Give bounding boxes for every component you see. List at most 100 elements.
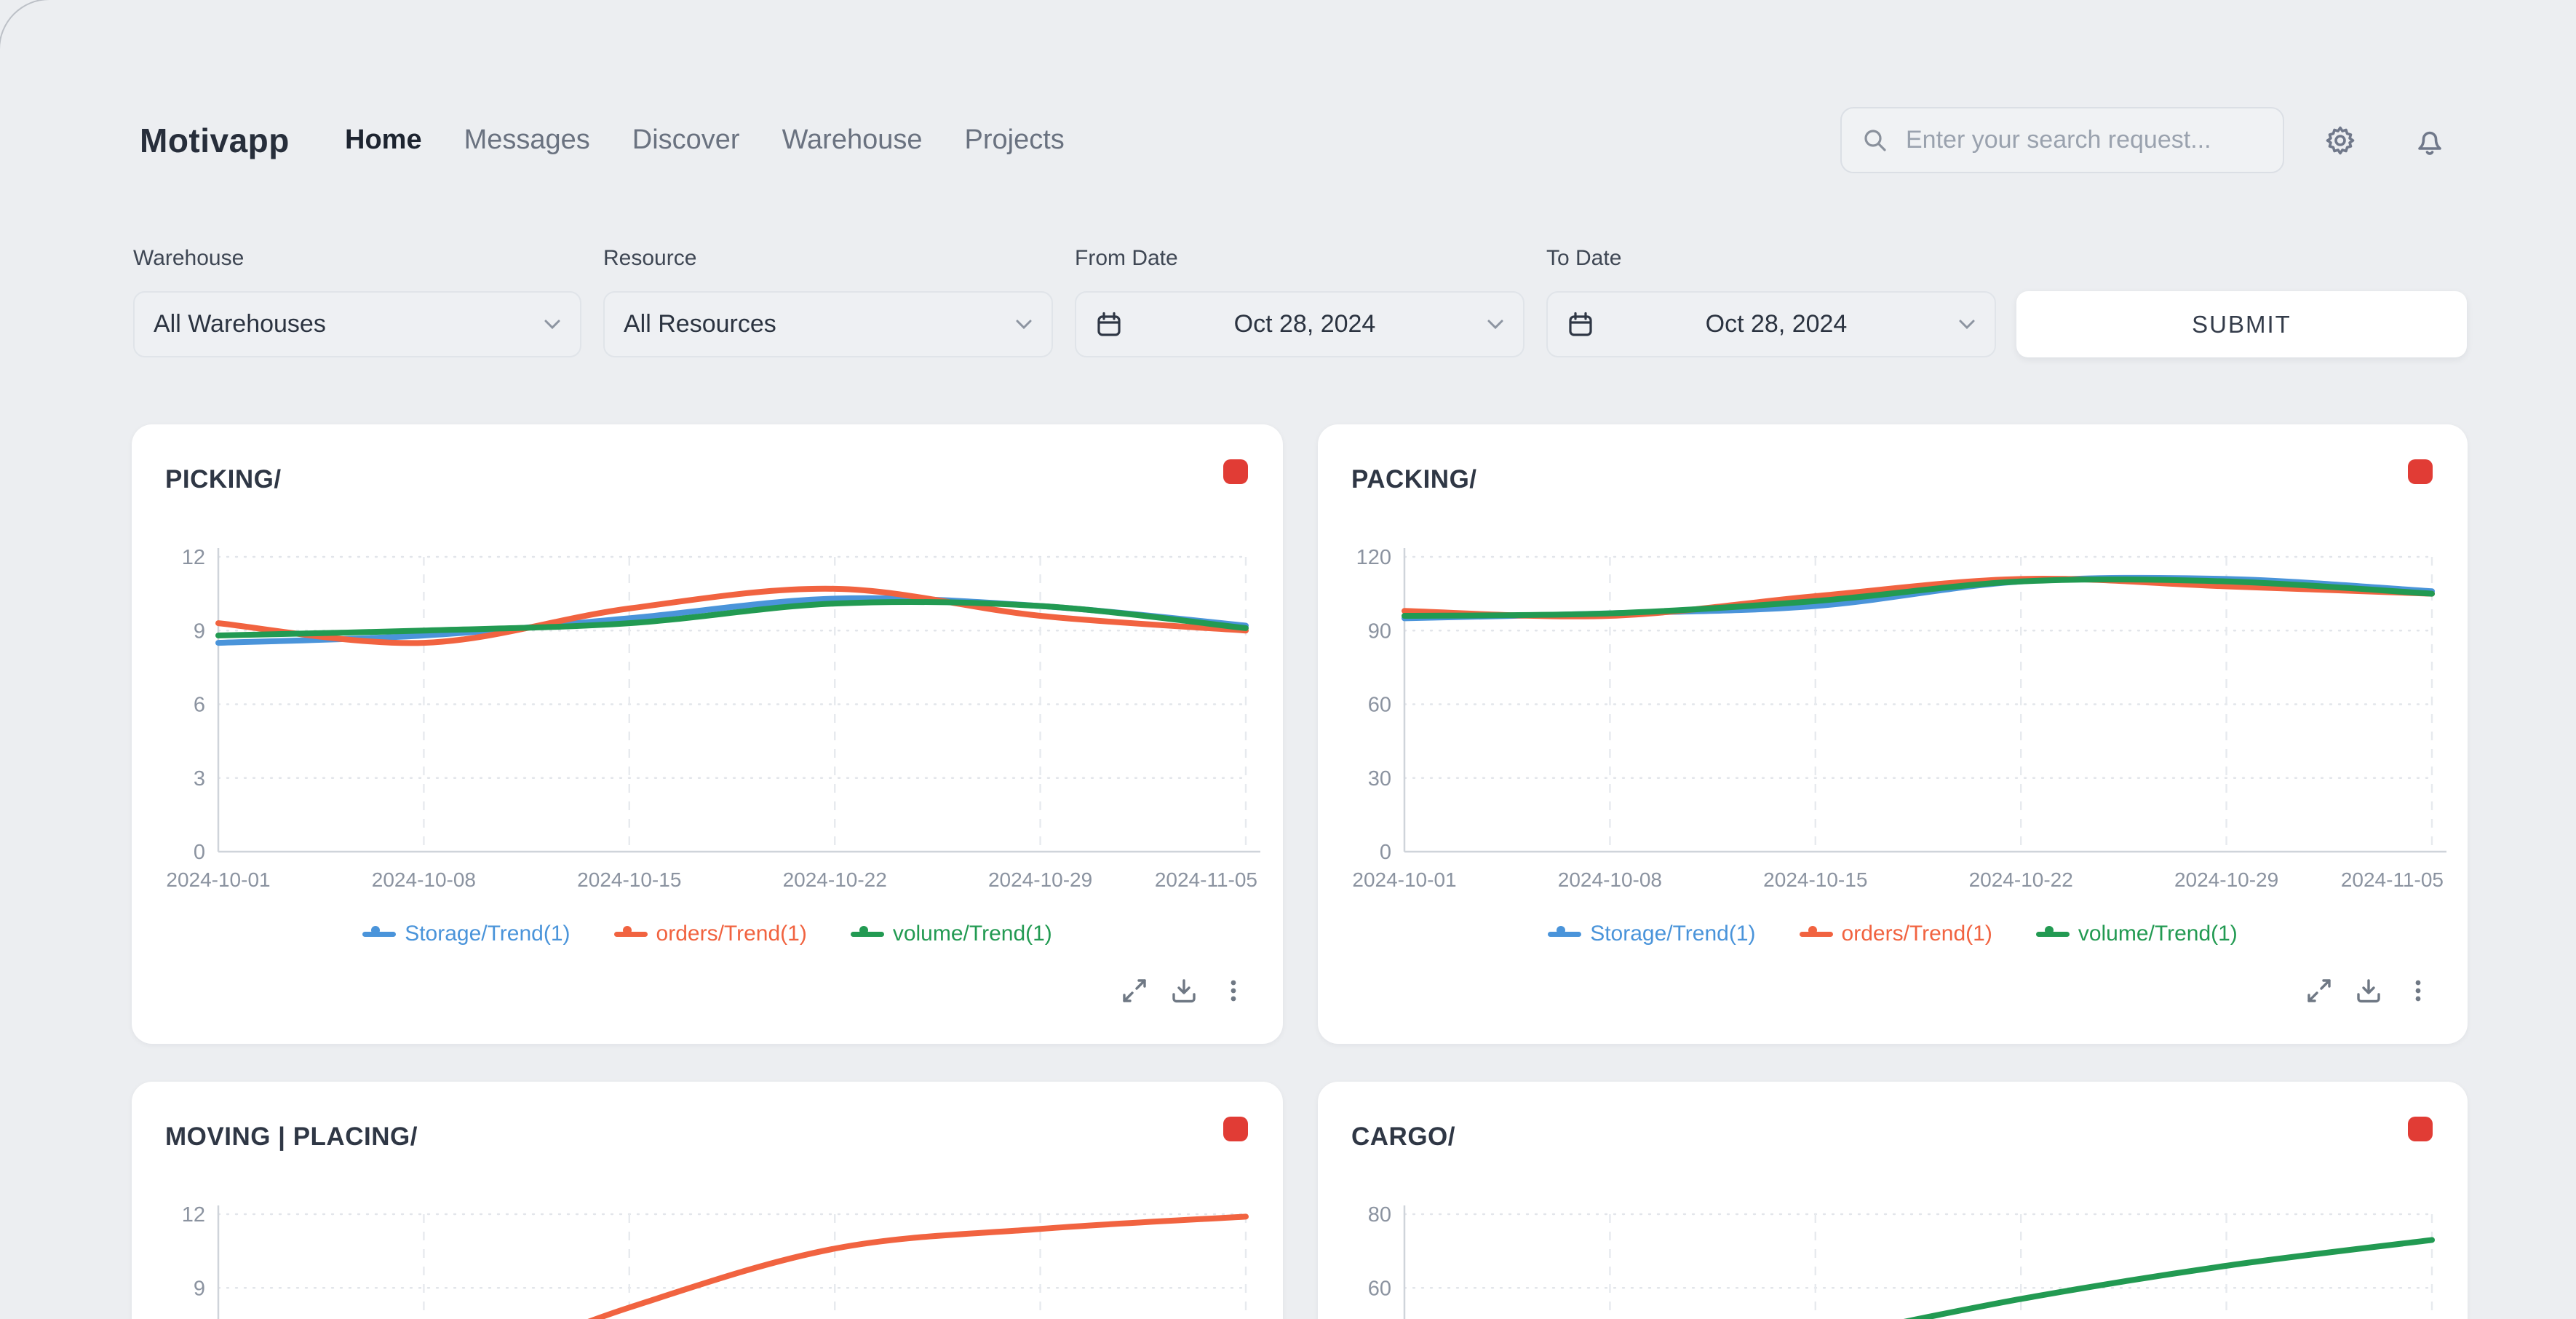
search-input[interactable] — [1906, 126, 2264, 154]
nav-item-warehouse[interactable]: Warehouse — [782, 124, 923, 155]
chart-card-packing: PACKING/ 0 30 60 90 120 2024-10-01 2024-10-08 2… — [1318, 424, 2468, 1044]
x-tick-label: 2024-10-22 — [1969, 868, 2073, 891]
legend-item[interactable]: orders/Trend(1) — [1799, 922, 1992, 946]
from-date-picker[interactable]: Oct 28, 2024 — [1075, 291, 1524, 357]
search-box[interactable] — [1840, 107, 2284, 173]
y-tick-label: 60 — [1368, 694, 1391, 717]
expand-icon — [1119, 975, 1150, 1006]
y-tick-label: 9 — [194, 619, 205, 643]
expand-button[interactable] — [1116, 972, 1153, 1010]
legend-marker-icon — [1799, 924, 1833, 943]
y-tick-label: 9 — [194, 1277, 205, 1300]
nav-item-projects[interactable]: Projects — [964, 124, 1065, 155]
x-tick-label: 2024-10-08 — [1558, 868, 1662, 891]
y-tick-label: 3 — [194, 767, 205, 791]
legend-item[interactable]: orders/Trend(1) — [613, 922, 807, 946]
notifications-button[interactable] — [2413, 107, 2446, 173]
legend-item[interactable]: volume/Trend(1) — [2035, 922, 2238, 946]
window-corner-decoration — [0, 0, 68, 68]
chart-card-picking: PICKING/ 0 3 6 9 12 2024-10-01 2024-10-08 2024-… — [132, 424, 1283, 1044]
legend-label: orders/Trend(1) — [656, 922, 807, 946]
more-options-button[interactable] — [2399, 972, 2437, 1010]
x-tick-label: 2024-10-01 — [166, 868, 270, 891]
chevron-down-icon — [1958, 319, 1976, 330]
series-line — [1402, 576, 2435, 619]
legend-item[interactable]: volume/Trend(1) — [850, 922, 1052, 946]
nav-item-discover[interactable]: Discover — [632, 124, 740, 155]
filter-label-warehouse: Warehouse — [133, 246, 245, 270]
resource-select[interactable]: All Resources — [603, 291, 1053, 357]
chart-canvas: 0 30 60 90 120 2024-10-01 2024-10-08 2024-10-15… — [1352, 546, 2446, 891]
main-nav: Home Messages Discover Warehouse Project… — [345, 107, 1065, 173]
submit-button[interactable]: SUBMIT — [2016, 291, 2467, 357]
filter-label-from-date: From Date — [1075, 246, 1178, 270]
y-tick-label: 90 — [1368, 619, 1391, 643]
legend-item[interactable]: Storage/Trend(1) — [362, 922, 571, 946]
calendar-icon — [1567, 311, 1594, 338]
download-icon — [1169, 975, 1199, 1006]
x-tick-label: 2024-10-29 — [2174, 868, 2278, 891]
x-tick-label: 2024-10-01 — [1352, 868, 1456, 891]
status-badge — [1223, 459, 1248, 484]
app-logo[interactable]: Motivapp — [140, 121, 290, 159]
from-date-value: Oct 28, 2024 — [1233, 310, 1376, 338]
x-tick-label: 2024-10-22 — [783, 868, 887, 891]
x-tick-label: 2024-10-15 — [1763, 868, 1867, 891]
legend-label: Storage/Trend(1) — [1590, 922, 1756, 946]
card-actions — [2300, 972, 2437, 1010]
x-tick-label: 2024-11-05 — [2341, 868, 2444, 891]
chart-legend: Storage/Trend(1) orders/Trend(1) volume/Tr… — [1318, 916, 2468, 951]
y-tick-label: 60 — [1368, 1277, 1391, 1300]
card-title: PICKING/ — [165, 465, 282, 494]
y-tick-label: 0 — [1380, 841, 1391, 864]
warehouse-select[interactable]: All Warehouses — [133, 291, 581, 357]
nav-item-home[interactable]: Home — [345, 124, 422, 155]
x-tick-label: 2024-10-08 — [372, 868, 476, 891]
nav-item-messages[interactable]: Messages — [464, 124, 590, 155]
card-actions — [1116, 972, 1252, 1010]
expand-button[interactable] — [2300, 972, 2338, 1010]
legend-label: Storage/Trend(1) — [405, 922, 571, 946]
legend-marker-icon — [1548, 924, 1582, 943]
status-badge — [2408, 1117, 2433, 1141]
y-tick-label: 12 — [182, 1203, 205, 1227]
series-line — [215, 598, 1249, 638]
x-tick-label: 2024-10-29 — [988, 868, 1092, 891]
legend-label: volume/Trend(1) — [2078, 922, 2238, 946]
download-icon — [2353, 975, 2384, 1006]
gear-icon — [2323, 124, 2357, 157]
y-tick-label: 12 — [182, 546, 205, 569]
legend-marker-icon — [850, 924, 884, 943]
download-button[interactable] — [2350, 972, 2388, 1010]
chart-canvas: 0369122024-10-012024-10-082024-10-152024… — [182, 1203, 1249, 1319]
to-date-picker[interactable]: Oct 28, 2024 — [1546, 291, 1996, 357]
y-tick-label: 30 — [1368, 767, 1391, 791]
series-line — [587, 1213, 1249, 1319]
to-date-value: Oct 28, 2024 — [1705, 310, 1848, 338]
legend-marker-icon — [2035, 924, 2070, 943]
expand-icon — [2304, 975, 2334, 1006]
card-title: MOVING | PLACING/ — [165, 1122, 418, 1151]
header: Motivapp Home Messages Discover Warehous… — [0, 107, 2576, 173]
card-title: CARGO/ — [1351, 1122, 1455, 1151]
legend-item[interactable]: Storage/Trend(1) — [1548, 922, 1756, 946]
download-button[interactable] — [1165, 972, 1203, 1010]
more-options-button[interactable] — [1215, 972, 1252, 1010]
status-badge — [2408, 459, 2433, 484]
y-tick-label: 0 — [194, 841, 205, 864]
line-chart: 0369122024-10-012024-10-082024-10-152024… — [132, 1169, 1283, 1319]
y-tick-label: 120 — [1356, 546, 1391, 569]
legend-marker-icon — [362, 924, 397, 943]
kebab-menu-icon — [2403, 975, 2433, 1006]
series-line — [215, 585, 1249, 646]
line-chart: 0204060802024-10-012024-10-082024-10-152… — [1318, 1169, 2468, 1319]
search-icon — [1861, 126, 1890, 155]
chevron-down-icon — [1487, 319, 1504, 330]
settings-button[interactable] — [2323, 107, 2357, 173]
chart-canvas: 0204060802024-10-012024-10-082024-10-152… — [1368, 1203, 2435, 1319]
filter-label-to-date: To Date — [1546, 246, 1622, 270]
y-tick-label: 80 — [1368, 1203, 1391, 1227]
card-title: PACKING/ — [1351, 465, 1477, 494]
